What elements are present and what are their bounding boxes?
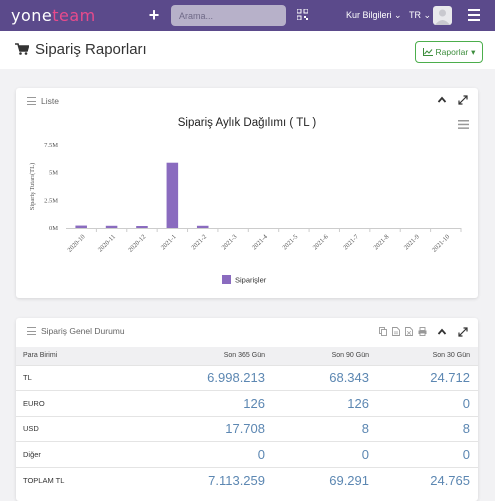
column-header[interactable]: Son 365 Gün xyxy=(146,347,273,365)
y-tick-label: 7.5M xyxy=(44,142,58,149)
chevron-down-icon: ⌄ xyxy=(394,10,402,20)
x-tick-label: 2020-12 xyxy=(127,233,147,253)
caret-down-icon: ▾ xyxy=(471,46,476,57)
line-chart-icon xyxy=(422,48,433,56)
cart-icon xyxy=(15,43,29,55)
expand-icon[interactable] xyxy=(458,327,468,337)
amount-cell: 126 xyxy=(273,390,377,416)
y-tick-label: 5M xyxy=(49,170,58,177)
currency-cell: TOPLAM TL xyxy=(16,466,146,493)
chart-bar xyxy=(136,226,148,228)
chart-bar xyxy=(75,225,87,228)
user-icon xyxy=(435,9,450,25)
print-icon[interactable] xyxy=(418,327,427,336)
order-status-table: Para Birimi Son 365 Gün Son 90 Gün Son 3… xyxy=(16,347,478,493)
amount-cell: 24.712 xyxy=(377,364,478,391)
x-tick-label: 2021-3 xyxy=(221,233,239,251)
avatar[interactable] xyxy=(433,6,452,25)
chevron-up-icon[interactable] xyxy=(437,95,447,105)
copy-icon[interactable] xyxy=(379,327,387,336)
legend-label: Siparişler xyxy=(235,276,267,285)
chart-bar xyxy=(196,225,209,228)
currency-menu-label: Kur Bilgileri xyxy=(346,10,392,20)
amount-cell: 7.113.259 xyxy=(146,466,273,493)
chevron-down-icon: ⌄ xyxy=(423,10,432,20)
monthly-orders-chart: Sipariş Aylık Dağılımı ( TL ) Sipariş Tut… xyxy=(29,117,462,285)
x-tick-label: 2021-8 xyxy=(372,233,390,251)
expand-icon[interactable] xyxy=(458,95,468,105)
add-button[interactable]: + xyxy=(148,5,160,25)
legend-swatch xyxy=(222,275,231,284)
table-row: EURO 126 126 0 xyxy=(16,390,478,416)
table-row: USD 17.708 8 8 xyxy=(16,415,478,442)
y-axis-label: Sipariş Tutarı(TL) xyxy=(29,163,36,211)
amount-cell: 8 xyxy=(273,415,377,442)
column-header[interactable]: Son 30 Gün xyxy=(377,347,478,365)
list-icon xyxy=(27,327,36,335)
amount-cell: 68.343 xyxy=(273,364,377,391)
top-navbar: yoneteam + Kur Bilgileri ⌄ TR ⌄ xyxy=(0,0,495,31)
table-row: Diğer 0 0 0 xyxy=(16,441,478,467)
chart-menu-icon[interactable] xyxy=(458,120,469,129)
language-label: TR xyxy=(409,10,421,20)
excel-icon[interactable] xyxy=(405,327,413,336)
chart-title: Sipariş Aylık Dağılımı ( TL ) xyxy=(178,117,317,129)
currency-cell: TL xyxy=(16,364,146,391)
page-header: Sipariş Raporları Raporlar ▾ xyxy=(0,31,495,69)
order-status-card: Sipariş Genel Durumu Para Birimi Son 365… xyxy=(16,318,478,501)
column-header[interactable]: Son 90 Gün xyxy=(273,347,377,365)
x-tick-label: 2021-6 xyxy=(312,233,331,252)
currency-cell: EURO xyxy=(16,390,146,416)
currency-cell: USD xyxy=(16,415,146,442)
search-input[interactable] xyxy=(171,5,286,26)
y-tick-label: 0M xyxy=(49,225,58,232)
x-tick-label: 2021-1 xyxy=(160,233,178,251)
x-tick-label: 2021-7 xyxy=(342,233,361,252)
amount-cell: 0 xyxy=(377,441,478,467)
x-tick-label: 2021-5 xyxy=(281,233,299,251)
list-card: Liste Sipariş Aylık Dağılımı ( TL ) Sipar… xyxy=(16,88,478,298)
x-tick-label: 2020-10 xyxy=(66,233,86,253)
amount-cell: 69.291 xyxy=(273,466,377,493)
page-title: Sipariş Raporları xyxy=(35,41,147,58)
card-title: Liste xyxy=(41,96,59,106)
chevron-up-icon[interactable] xyxy=(437,327,447,337)
list-icon xyxy=(27,97,36,105)
app-logo[interactable]: yoneteam xyxy=(11,6,96,25)
amount-cell: 0 xyxy=(146,441,273,467)
amount-cell: 17.708 xyxy=(146,415,273,442)
card-title: Sipariş Genel Durumu xyxy=(41,326,125,336)
x-tick-label: 2021-10 xyxy=(431,233,451,253)
amount-cell: 6.998.213 xyxy=(146,364,273,391)
chart-bar xyxy=(166,162,179,228)
chart-bar xyxy=(105,225,118,228)
amount-cell: 0 xyxy=(273,441,377,467)
language-menu[interactable]: TR ⌄ xyxy=(409,10,431,21)
table-header-row: Para Birimi Son 365 Gün Son 90 Gün Son 3… xyxy=(16,347,478,365)
qr-code-icon[interactable] xyxy=(297,9,308,20)
table-row-total: TOPLAM TL 7.113.259 69.291 24.765 xyxy=(16,466,478,493)
x-tick-label: 2021-4 xyxy=(251,233,270,252)
menu-icon[interactable] xyxy=(468,9,480,21)
column-header[interactable]: Para Birimi xyxy=(16,347,146,365)
amount-cell: 0 xyxy=(377,390,478,416)
reports-dropdown-button[interactable]: Raporlar ▾ xyxy=(415,41,483,63)
table-row: TL 6.998.213 68.343 24.712 xyxy=(16,364,478,391)
x-tick-label: 2021-9 xyxy=(403,233,421,251)
x-tick-label: 2020-11 xyxy=(97,233,117,253)
amount-cell: 8 xyxy=(377,415,478,442)
x-tick-label: 2021-2 xyxy=(190,233,208,251)
currency-menu[interactable]: Kur Bilgileri ⌄ xyxy=(346,10,402,21)
amount-cell: 24.765 xyxy=(377,466,478,493)
amount-cell: 126 xyxy=(146,390,273,416)
reports-button-label: Raporlar xyxy=(435,47,469,57)
csv-icon[interactable] xyxy=(392,327,400,336)
y-tick-label: 2.5M xyxy=(44,197,58,204)
currency-cell: Diğer xyxy=(16,441,146,467)
